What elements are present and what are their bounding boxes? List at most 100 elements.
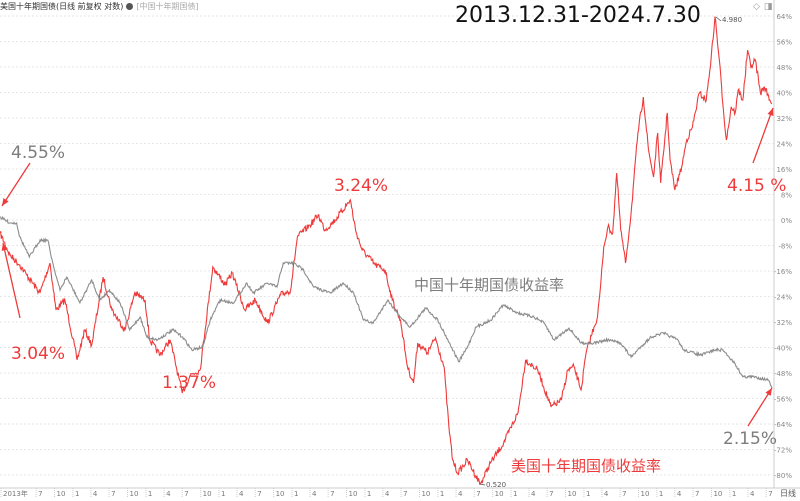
x-tick-label: 10 (641, 490, 650, 498)
x-tick-label: 1 (440, 490, 444, 498)
y-tick-label: -56% (774, 396, 792, 404)
x-tick-label: 4 (385, 490, 390, 498)
x-tick-label: 4 (677, 490, 682, 498)
x-tick-label: 4 (458, 490, 463, 498)
min-marker-label: 0.520 (486, 481, 507, 489)
y-tick-label: -24% (774, 294, 792, 302)
x-tick-label: 1 (148, 490, 152, 498)
cn-start-arrow (1, 162, 31, 207)
us-end-arrow-shaft (752, 107, 774, 164)
us-start-arrow-head (1, 243, 8, 251)
y-tick-label: -48% (774, 370, 792, 378)
y-tick-label: 16% (776, 166, 792, 174)
y-tick-label: 0% (781, 217, 792, 225)
x-tick-label: 1 (732, 490, 736, 498)
y-tick-label: -40% (774, 345, 792, 353)
y-tick-label: 24% (776, 141, 792, 149)
y-tick-label: -80% (774, 472, 792, 480)
x-tick-label: 10 (130, 490, 139, 498)
diamond-icon[interactable]: ◇ (753, 2, 760, 12)
cn-series-label: 中国十年期国债收益率 (414, 276, 565, 294)
us-start-arrow (1, 242, 21, 319)
x-tick-label: 1 (75, 490, 79, 498)
cn-end-arrow (747, 387, 773, 427)
us-end-arrow-head (767, 108, 774, 116)
x-tick-label: 2013年 (3, 489, 28, 498)
period-label: 日线 (780, 488, 796, 498)
series-lines (0, 16, 773, 485)
x-tick-label: 4 (239, 490, 244, 498)
compare-series-label[interactable]: [中国十年期国债] (136, 2, 199, 11)
x-tick-label: 4 (166, 490, 171, 498)
x-tick-label: 10 (203, 490, 212, 498)
y-tick-label: -72% (774, 447, 792, 455)
x-tick-label: 7 (257, 490, 261, 498)
y-tick-label: -32% (774, 319, 792, 327)
x-tick-label: 7 (549, 490, 553, 498)
y-tick-label: -8% (778, 243, 792, 251)
us-series-label: 美国十年期国债收益率 (511, 457, 662, 475)
x-tick-label: 7 (768, 490, 772, 498)
y-axis-ticks: 64% 56% 48% 40% 32% 24% 16% 8% 0% -8% -16% -24% -32%… (774, 13, 792, 480)
x-tick-label: 1 (659, 490, 663, 498)
x-tick-label: 4 (312, 490, 317, 498)
y-tick-label: -64% (774, 421, 792, 429)
chart-header: 美国十年期国债(日线 前复权 对数) [中国十年期国债] (0, 1, 199, 12)
x-tick-label: 7 (695, 490, 699, 498)
us-end-arrow (752, 107, 774, 164)
cn-end-arrow-head (765, 388, 772, 396)
us-yield-line (0, 16, 773, 485)
x-tick-label: 7 (184, 490, 188, 498)
x-tick-label: 7 (38, 490, 42, 498)
y-tick-label: 32% (776, 115, 792, 123)
cn-start-label: 4.55% (11, 143, 66, 163)
max-marker-pointer (715, 16, 722, 22)
x-tick-label: 7 (622, 490, 626, 498)
x-tick-label: 10 (421, 490, 430, 498)
x-tick-label: 10 (495, 490, 504, 498)
x-tick-label: 7 (330, 490, 334, 498)
x-tick-label: 7 (476, 490, 480, 498)
cn-end-label: 2.15% (723, 429, 778, 449)
settings-dot-icon[interactable] (126, 3, 134, 10)
us-high-label: 3.24% (334, 176, 389, 196)
x-tick-label: 1 (513, 490, 517, 498)
us-low-label: 1.37% (162, 373, 217, 393)
x-tick-label: 4 (93, 490, 98, 498)
x-tick-label: 10 (349, 490, 358, 498)
min-marker-pointer (479, 483, 486, 486)
cn-yield-line (0, 215, 773, 389)
cn-start-arrow-head (2, 198, 9, 206)
chart-title: 2013.12.31-2024.7.30 (455, 3, 701, 28)
us-start-label: 3.04% (11, 344, 66, 364)
y-tick-label: 8% (781, 192, 792, 200)
x-tick-label: 1 (586, 490, 590, 498)
x-tick-label: 1 (294, 490, 298, 498)
x-tick-label: 4 (531, 490, 536, 498)
x-tick-label: 10 (57, 490, 66, 498)
y-tick-label: 56% (776, 39, 792, 47)
y-tick-label: 48% (776, 64, 792, 72)
y-tick-label: -16% (774, 268, 792, 276)
max-marker-label: 4.980 (722, 16, 743, 24)
x-tick-label: 7 (403, 490, 407, 498)
y-tick-label: 64% (776, 13, 792, 21)
us-start-arrow-shaft (2, 242, 21, 319)
cn-start-arrow-shaft (1, 162, 31, 207)
x-tick-label: 4 (604, 490, 609, 498)
x-tick-label: 10 (276, 490, 285, 498)
grid-lines (0, 15, 773, 476)
x-tick-label: 1 (221, 490, 225, 498)
main-series-label[interactable]: 美国十年期国债(日线 前复权 对数) (0, 2, 124, 11)
y-tick-label: 40% (776, 90, 792, 98)
x-tick-label: 10 (568, 490, 577, 498)
us-end-label: 4.15 % (727, 176, 787, 196)
x-tick-label: 7 (111, 490, 115, 498)
cn-end-arrow-shaft (747, 387, 773, 427)
top-right-toolbar: ◇ ◨ (753, 2, 772, 12)
annotation-arrows (1, 16, 774, 486)
x-tick-label: 4 (750, 490, 755, 498)
panel-icon[interactable]: ◨ (763, 2, 773, 12)
